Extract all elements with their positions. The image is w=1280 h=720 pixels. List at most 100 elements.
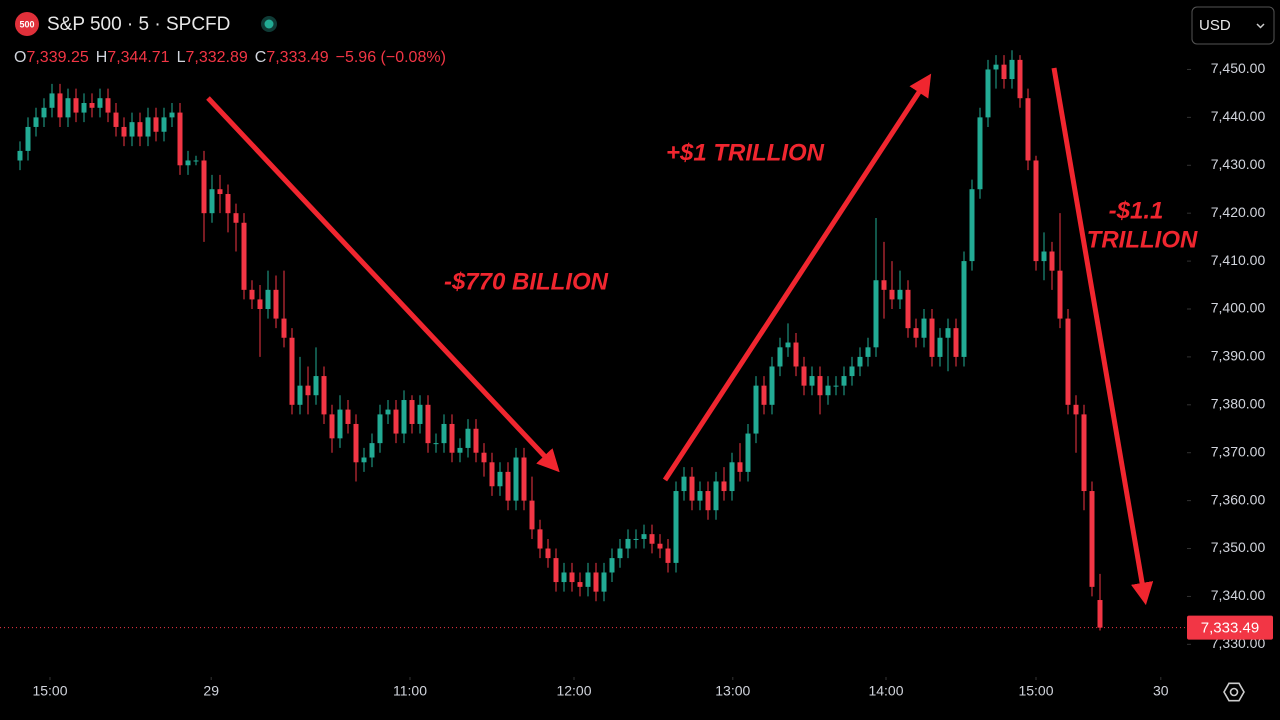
x-tick-label: 29 xyxy=(203,683,219,699)
candle-body xyxy=(753,385,759,434)
y-tick-label: 7,430.00 xyxy=(1211,156,1266,172)
candle-body xyxy=(961,261,967,357)
candle-body xyxy=(297,385,303,405)
candle-body xyxy=(881,280,887,290)
candle-body xyxy=(529,500,535,530)
candle-body xyxy=(409,400,415,424)
candle-body xyxy=(1049,251,1055,271)
candle-body xyxy=(873,280,879,348)
candle-body xyxy=(1001,64,1007,80)
candle-body xyxy=(1065,318,1071,405)
change-value: −5.96 (−0.08%) xyxy=(336,49,446,66)
candle-body xyxy=(1073,404,1079,415)
candle-body xyxy=(65,98,71,118)
candle-body xyxy=(441,423,447,444)
candle-body xyxy=(985,69,991,118)
candle-body xyxy=(33,117,39,127)
candle-body xyxy=(729,462,735,492)
candle-body xyxy=(1033,160,1039,262)
candle-body xyxy=(937,337,943,357)
y-tick-label: 7,340.00 xyxy=(1211,587,1266,603)
candle-body xyxy=(953,328,959,357)
candle-body xyxy=(329,414,335,439)
settings-hex xyxy=(1223,682,1245,702)
candle-body xyxy=(193,160,199,162)
settings-icon[interactable] xyxy=(1223,682,1245,702)
annotation: +$1 TRILLION xyxy=(666,139,825,166)
candle-body xyxy=(273,289,279,319)
ohlc-value: 7,339.25 xyxy=(26,49,88,66)
y-tick-label: 7,390.00 xyxy=(1211,348,1266,364)
candle-body xyxy=(105,98,111,113)
candle-body xyxy=(385,409,391,415)
candle-body xyxy=(161,117,167,132)
candle-body xyxy=(97,98,103,108)
y-tick-label: 7,440.00 xyxy=(1211,108,1266,124)
candle-body xyxy=(369,443,375,458)
ohlc-prefix: H xyxy=(96,49,108,66)
candle-body xyxy=(593,572,599,592)
candle-body xyxy=(841,376,847,386)
ohlc-value: 7,344.71 xyxy=(107,49,169,66)
candle-body xyxy=(89,102,95,108)
ohlc-prefix: C xyxy=(255,49,267,66)
candle-body xyxy=(921,318,927,338)
candle-body xyxy=(41,107,47,118)
candle-body xyxy=(289,337,295,405)
annotation: -$1.1 xyxy=(1109,197,1164,224)
candle-body xyxy=(305,385,311,396)
last-price-label: 7,333.49 xyxy=(1201,620,1259,637)
candle-body xyxy=(225,194,231,214)
candle-body xyxy=(73,98,79,113)
candle-body xyxy=(81,102,87,113)
candle-body xyxy=(377,414,383,444)
x-tick-label: 15:00 xyxy=(32,683,67,699)
candle-body xyxy=(113,112,119,127)
candle-body xyxy=(393,409,399,434)
arrow xyxy=(1051,67,1154,606)
symbol-title[interactable]: S&P 500 · 5 · SPCFD xyxy=(47,14,230,35)
y-tick-label: 7,370.00 xyxy=(1211,443,1266,459)
candle-body xyxy=(145,117,151,137)
y-tick-label: 7,360.00 xyxy=(1211,491,1266,507)
candle-body xyxy=(625,538,631,549)
candle-body xyxy=(17,150,23,161)
candle-body xyxy=(25,126,31,151)
candle-body xyxy=(417,404,423,424)
candle-body xyxy=(129,122,135,137)
candle-body xyxy=(721,481,727,492)
candle-body xyxy=(913,328,919,338)
candle-body xyxy=(857,356,863,367)
candle-body xyxy=(905,289,911,329)
candle-body xyxy=(825,385,831,396)
candle-body xyxy=(777,347,783,367)
annotation: TRILLION xyxy=(1087,226,1198,253)
candle-body xyxy=(641,534,647,539)
arrow xyxy=(206,96,560,473)
y-tick-label: 7,420.00 xyxy=(1211,204,1266,220)
candle-body xyxy=(713,481,719,511)
candle-body xyxy=(201,160,207,214)
candle-body xyxy=(785,342,791,348)
candle-body xyxy=(121,126,127,137)
candle-body xyxy=(1089,491,1095,587)
x-tick-label: 12:00 xyxy=(556,683,591,699)
symbol-icon xyxy=(15,12,39,36)
currency-dropdown[interactable] xyxy=(1191,6,1275,45)
candle-body xyxy=(457,447,463,453)
ohlc-legend: O7,339.25 H7,344.71 L7,332.89 C7,333.49 −5.9… xyxy=(14,49,446,66)
ohlc-value: 7,333.49 xyxy=(266,49,328,66)
candle-body xyxy=(817,376,823,396)
status-dot xyxy=(264,19,274,29)
candle-body xyxy=(665,548,671,563)
plot-area xyxy=(0,50,1185,631)
candle-body xyxy=(49,93,55,108)
x-tick-label: 14:00 xyxy=(868,683,903,699)
candle-body xyxy=(361,457,367,463)
currency: USD xyxy=(1199,17,1231,34)
candle-body xyxy=(929,318,935,357)
candle-body xyxy=(585,572,591,587)
candle-body xyxy=(969,189,975,262)
